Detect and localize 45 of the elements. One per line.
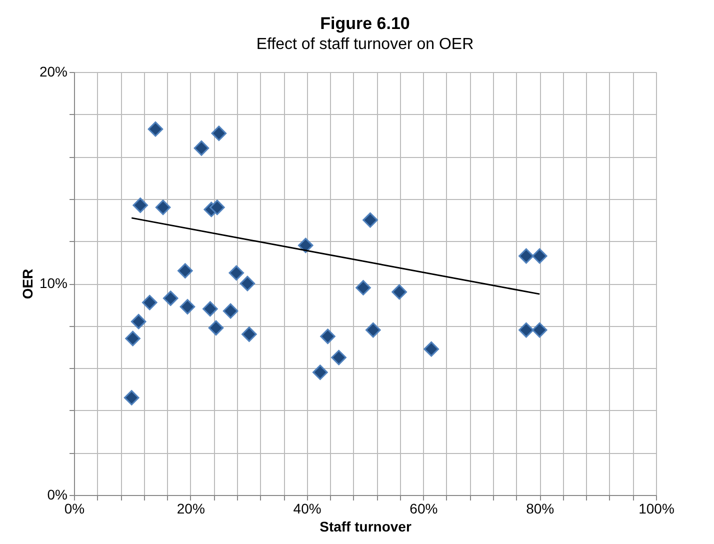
point — [532, 322, 548, 338]
x-tick-label: 0% — [64, 500, 85, 516]
y-tick-label: 0% — [47, 486, 68, 502]
chart-subtitle: Effect of staff turnover on OER — [256, 36, 474, 53]
point — [312, 364, 328, 380]
y-axis-title: OER — [19, 268, 36, 300]
x-tick-label: 60% — [410, 500, 438, 516]
point — [180, 299, 196, 314]
x-tick-label: 40% — [293, 500, 322, 516]
x-tick-label: 20% — [176, 500, 205, 516]
point — [331, 350, 346, 366]
point — [178, 263, 193, 278]
point — [222, 303, 238, 319]
point — [125, 330, 140, 346]
point — [211, 126, 227, 141]
y-tick-label: 10% — [39, 275, 68, 291]
point — [142, 294, 158, 310]
point — [320, 328, 336, 344]
x-tick-label: 100% — [638, 500, 674, 516]
point — [132, 198, 148, 213]
point — [162, 290, 178, 306]
point — [210, 200, 225, 215]
point — [518, 248, 534, 264]
point — [240, 276, 256, 292]
point — [362, 212, 378, 228]
point — [356, 280, 371, 296]
point — [298, 238, 314, 254]
point — [155, 200, 171, 215]
point — [148, 121, 164, 137]
point — [194, 140, 210, 156]
point — [532, 248, 548, 264]
point — [208, 320, 224, 336]
point — [202, 301, 218, 317]
point — [130, 314, 146, 330]
point — [242, 326, 257, 342]
x-axis-title: Staff turnover — [320, 518, 412, 534]
point — [518, 322, 534, 338]
y-tick-label: 20% — [39, 64, 68, 80]
point — [392, 284, 407, 300]
x-tick-label: 80% — [526, 500, 554, 516]
point — [124, 390, 140, 406]
point — [228, 265, 244, 281]
point — [424, 341, 439, 357]
chart-title: Figure 6.10 — [320, 14, 410, 33]
point — [366, 322, 381, 338]
